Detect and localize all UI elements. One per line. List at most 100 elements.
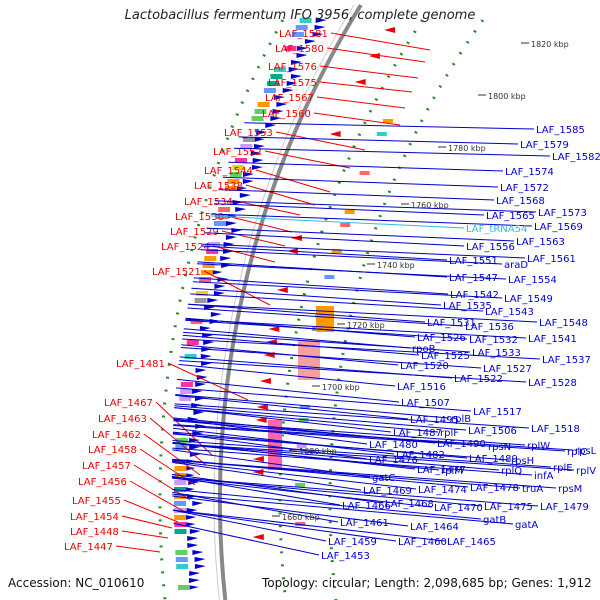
right-label-leader (172, 509, 327, 542)
reverse-gene-arrow (384, 27, 396, 33)
reverse-gene-arrow (255, 417, 267, 423)
right-gene-label: LAF_1574 (505, 167, 554, 178)
cog-block (257, 102, 270, 107)
left-label-leader (264, 150, 351, 169)
right-gene-label: LAF_1466 (342, 501, 391, 512)
forward-gene-arrow (274, 95, 286, 100)
right-label-leader (173, 425, 566, 452)
forward-gene-arrow (194, 564, 206, 569)
forward-gene-arrow (195, 382, 207, 387)
right-gene-label: LAF_1525 (421, 351, 470, 362)
ruler-label: 1680 kbp (299, 447, 337, 456)
cog-block (184, 354, 197, 359)
right-label-leader (173, 522, 320, 556)
right-gene-label: LAF_1480 (369, 440, 418, 451)
left-gene-label: LAF_1575 (268, 78, 317, 89)
cog-block (273, 67, 286, 72)
cog-block (186, 340, 199, 345)
right-gene-label: LAF_1475 (484, 502, 533, 513)
kbp-ruler: 1820 kbp 1800 kbp 1780 kbp 1760 kbp 1740 kbp… (272, 40, 569, 522)
left-label-leader (255, 169, 331, 193)
right-label-leader (213, 203, 485, 216)
right-label-leader (172, 509, 446, 542)
right-label-leader (173, 427, 395, 455)
right-gene-label: LAF_1547 (449, 273, 498, 284)
right-gene-label: LAF_1464 (410, 522, 459, 533)
forward-gene-arrow (210, 312, 222, 317)
forward-gene-arrow (256, 130, 268, 135)
reverse-gene-arrow (259, 378, 271, 384)
cog-block (218, 207, 231, 212)
left-gene-label: LAF_1447 (64, 542, 113, 553)
left-gene-labels: LAF_1581 LAF_1580 LAF_1576 LAF_1575 LAF_1567… (64, 29, 431, 553)
forward-gene-arrow (312, 32, 324, 37)
ribosomal-block (298, 340, 320, 380)
right-gene-label: LAF_1549 (504, 294, 553, 305)
right-gene-label: LAF_1554 (508, 275, 557, 286)
left-label-leader (326, 47, 426, 63)
ruler-label: 1660 kbp (282, 513, 320, 522)
right-gene-label: LAF_1579 (520, 140, 569, 151)
forward-gene-arrow (272, 109, 284, 114)
left-label-leader (123, 499, 179, 523)
forward-gene-arrow (200, 354, 212, 359)
left-gene-label: LAF_1530 (175, 212, 224, 223)
left-gene-label: LAF_1463 (98, 414, 147, 425)
cog-block (175, 438, 188, 443)
forward-gene-arrow (203, 340, 215, 345)
right-gene-label: araD (504, 260, 528, 271)
reverse-gene-arrow (368, 53, 380, 59)
right-label-leader (173, 419, 526, 446)
forward-gene-arrow (225, 235, 237, 240)
cog-block-outer (376, 132, 387, 136)
cog-block (174, 501, 186, 506)
right-gene-label: LAF_1528 (528, 378, 577, 389)
cog-block (229, 172, 242, 177)
cog-block-outer (359, 171, 370, 175)
right-gene-label: rplF (440, 428, 459, 439)
left-label-leader (143, 433, 201, 476)
reverse-gene-arrow (268, 326, 280, 332)
left-gene-label: LAF_1457 (82, 461, 131, 472)
right-label-leader (180, 347, 482, 369)
right-gene-label: LAF_1506 (468, 426, 517, 437)
cog-block (263, 88, 276, 93)
right-gene-label: rpsH (511, 456, 534, 467)
right-gene-label: LAF_1556 (466, 242, 515, 253)
right-gene-label: LAF_1563 (516, 237, 565, 248)
reverse-gene-arrow (354, 79, 366, 85)
forward-gene-arrow (276, 102, 288, 107)
right-gene-label: LAF_1474 (418, 485, 467, 496)
right-label-leader (228, 161, 504, 172)
cog-block (295, 25, 308, 30)
right-gene-label: LAF_1453 (321, 551, 370, 562)
reverse-gene-arrow (329, 131, 341, 137)
left-label-leader (221, 230, 286, 247)
reverse-gene-arrow (290, 235, 302, 241)
forward-gene-arrow (189, 529, 201, 534)
left-gene-label: LAF_1534 (184, 197, 233, 208)
right-gene-label: LAF_1461 (340, 518, 389, 529)
right-gene-label: LAF_1572 (500, 183, 549, 194)
cog-block-outer (295, 483, 306, 487)
ruler-label: 1780 kbp (448, 144, 486, 153)
right-gene-label: LAF_1573 (538, 208, 587, 219)
forward-gene-arrow (193, 410, 205, 415)
right-label-leader (178, 363, 396, 387)
right-label-leader (172, 432, 368, 460)
right-label-leader (175, 394, 409, 420)
reverse-gene-arrow (265, 339, 277, 345)
forward-gene-arrow (242, 179, 254, 184)
right-gene-label: LAF_1548 (539, 318, 588, 329)
cog-block (227, 179, 240, 184)
right-label-leader (214, 200, 537, 213)
right-label-leader (175, 387, 472, 412)
forward-gene-arrow (282, 88, 294, 93)
ruler-label: 1700 kbp (322, 383, 360, 392)
left-label-leader (275, 131, 366, 151)
right-gene-label: LAF_1568 (496, 196, 545, 207)
right-gene-label: LAF_1487 (393, 428, 442, 439)
cog-block (299, 18, 312, 23)
cog-block-outer (344, 210, 355, 214)
cog-block-outer (296, 444, 307, 448)
